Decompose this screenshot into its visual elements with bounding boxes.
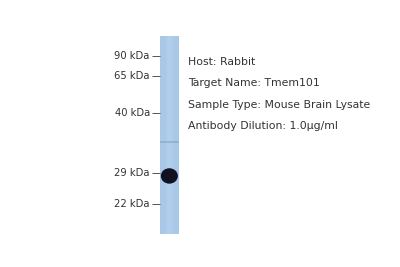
Text: Sample Type: Mouse Brain Lysate: Sample Type: Mouse Brain Lysate — [188, 100, 370, 110]
Bar — [174, 36, 175, 234]
Bar — [177, 36, 178, 234]
Bar — [175, 36, 176, 234]
Bar — [160, 36, 179, 234]
Text: 29 kDa: 29 kDa — [114, 168, 150, 178]
Bar — [171, 36, 172, 234]
Bar — [172, 36, 173, 234]
Text: 40 kDa: 40 kDa — [114, 108, 150, 118]
Bar — [178, 36, 179, 234]
Bar — [166, 36, 167, 234]
Bar — [167, 36, 168, 234]
Bar — [162, 36, 163, 234]
Bar — [170, 36, 171, 234]
Text: Antibody Dilution: 1.0μg/ml: Antibody Dilution: 1.0μg/ml — [188, 121, 338, 131]
Text: 90 kDa: 90 kDa — [114, 51, 150, 61]
Ellipse shape — [161, 168, 178, 184]
Bar — [165, 36, 166, 234]
Bar — [163, 36, 164, 234]
Text: Target Name: Tmem101: Target Name: Tmem101 — [188, 78, 320, 88]
Text: 22 kDa: 22 kDa — [114, 199, 150, 209]
Bar — [168, 36, 169, 234]
Bar — [160, 141, 179, 143]
Bar — [160, 36, 161, 234]
Bar — [161, 36, 162, 234]
Bar — [169, 36, 170, 234]
Text: 65 kDa: 65 kDa — [114, 71, 150, 81]
Bar — [164, 36, 165, 234]
Bar — [176, 36, 177, 234]
Text: Host: Rabbit: Host: Rabbit — [188, 57, 255, 67]
Bar — [173, 36, 174, 234]
